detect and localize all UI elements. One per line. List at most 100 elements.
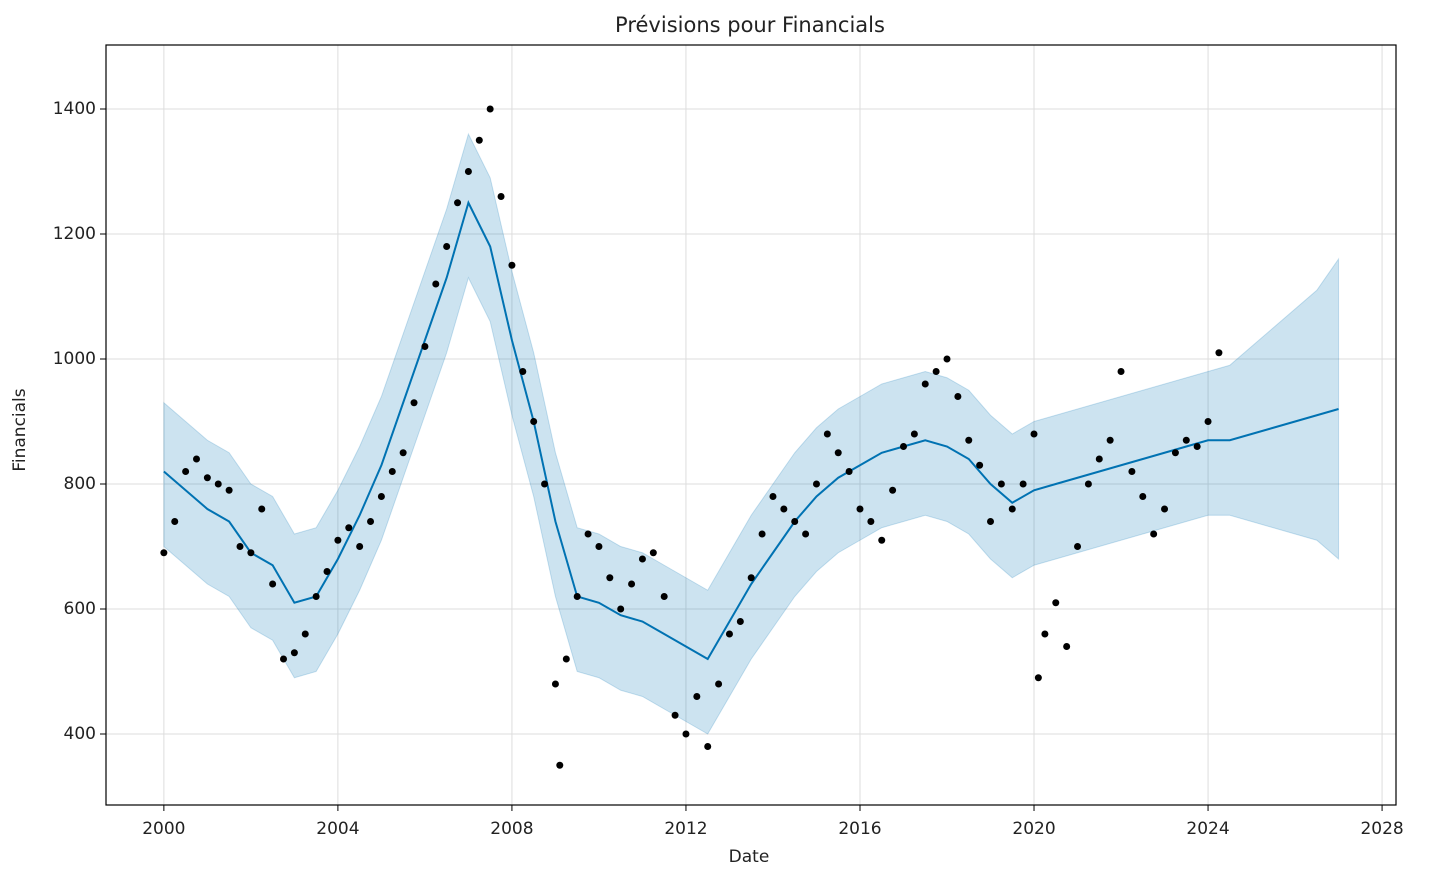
observed-point — [171, 518, 179, 525]
observed-point — [715, 680, 723, 688]
observed-point — [802, 530, 810, 538]
observed-point — [356, 543, 364, 550]
observed-point — [443, 243, 451, 250]
observed-point — [878, 536, 886, 544]
observed-point — [530, 418, 538, 425]
observed-point — [638, 555, 646, 563]
x-tick-label: 2012 — [664, 819, 707, 839]
observed-point — [192, 455, 200, 463]
observed-point — [334, 536, 342, 544]
observed-point — [182, 468, 190, 475]
y-tick-label: 1000 — [53, 349, 96, 369]
observed-point — [1030, 430, 1038, 438]
observed-point — [758, 530, 766, 538]
observed-point — [736, 618, 744, 625]
observed-point — [573, 593, 581, 600]
observed-point — [791, 518, 799, 525]
observed-point — [1139, 493, 1147, 500]
observed-point — [562, 655, 570, 663]
observed-point — [617, 605, 625, 613]
observed-point — [475, 136, 483, 144]
observed-point — [1008, 505, 1016, 513]
x-tick-label: 2008 — [490, 819, 533, 839]
x-tick-label: 2016 — [838, 819, 881, 839]
observed-point — [867, 518, 875, 525]
observed-point — [486, 105, 494, 113]
observed-point — [551, 680, 559, 688]
observed-point — [1063, 643, 1071, 650]
observed-point — [399, 449, 407, 457]
forecast-line — [163, 200, 1339, 661]
observed-point — [1074, 543, 1082, 550]
observed-point — [834, 449, 842, 457]
observed-point — [649, 549, 657, 557]
observed-point — [965, 436, 973, 444]
observed-point — [497, 193, 505, 200]
observed-point — [377, 493, 385, 500]
observed-point — [628, 580, 636, 588]
uncertainty-band — [163, 132, 1340, 735]
observed-point — [247, 549, 255, 557]
observed-point — [997, 480, 1005, 488]
observed-point — [1161, 505, 1169, 513]
observed-point — [1106, 436, 1114, 444]
observed-point — [388, 468, 396, 475]
observed-point — [1193, 443, 1201, 450]
observed-point — [508, 261, 516, 269]
observed-point — [943, 355, 951, 363]
observed-point — [464, 168, 472, 175]
observed-point — [1182, 436, 1190, 444]
observed-point — [1117, 368, 1125, 375]
observed-point — [812, 480, 820, 488]
observed-point — [595, 543, 603, 550]
observed-point — [345, 524, 353, 532]
y-tick-label: 600 — [64, 599, 96, 619]
observed-point — [519, 368, 527, 375]
observed-point — [214, 480, 222, 488]
observed-point — [671, 711, 679, 719]
observed-point — [725, 630, 733, 638]
y-tick-label: 800 — [64, 474, 96, 494]
observed-point — [323, 568, 331, 575]
observed-point — [269, 580, 277, 588]
observed-point — [769, 493, 777, 500]
observed-point — [932, 368, 940, 375]
observed-point — [693, 693, 701, 700]
observed-point — [160, 549, 168, 557]
observed-point — [1215, 349, 1223, 357]
observed-point — [1041, 630, 1049, 638]
observed-point — [910, 430, 918, 438]
observed-point — [1171, 449, 1179, 457]
x-tick-label: 2020 — [1012, 819, 1055, 839]
observed-point — [780, 505, 788, 513]
observed-point — [1128, 468, 1136, 475]
x-tick-label: 2024 — [1186, 819, 1229, 839]
observed-point — [1204, 418, 1212, 425]
observed-point — [856, 505, 864, 513]
observed-point — [225, 486, 233, 494]
y-tick-label: 1400 — [53, 99, 96, 119]
observed-point — [747, 574, 755, 582]
chart-title: Prévisions pour Financials — [615, 13, 885, 37]
observed-point — [845, 468, 853, 475]
observed-point — [410, 399, 418, 407]
observed-point — [606, 574, 614, 582]
observed-point — [1019, 480, 1027, 488]
observed-point — [682, 730, 690, 738]
observed-point — [976, 461, 984, 469]
observed-point — [1150, 530, 1158, 538]
observed-point — [823, 430, 831, 438]
observed-point — [290, 649, 298, 657]
observed-point — [236, 543, 244, 550]
observed-point — [556, 761, 564, 769]
observed-point — [367, 518, 375, 525]
observed-point — [704, 743, 712, 750]
x-tick-label: 2004 — [316, 819, 359, 839]
observed-point — [987, 518, 995, 525]
observed-point — [421, 343, 429, 350]
y-tick-label: 1200 — [53, 224, 96, 244]
observed-point — [312, 593, 320, 600]
x-tick-label: 2000 — [142, 819, 185, 839]
observed-point — [889, 486, 897, 494]
